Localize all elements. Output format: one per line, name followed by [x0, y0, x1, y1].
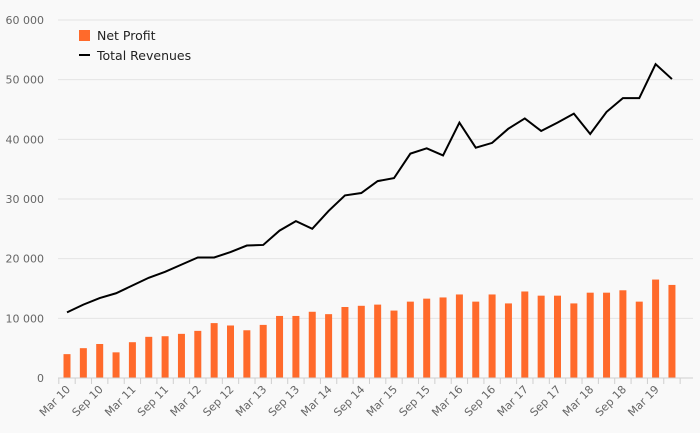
net-profit-bar	[308, 311, 316, 378]
net-profit-bar	[504, 303, 512, 378]
net-profit-bar	[276, 315, 284, 378]
net-profit-bar	[406, 301, 414, 378]
net-profit-bar	[79, 348, 87, 378]
x-tick-label: Mar 10	[37, 383, 73, 419]
x-tick-label: Sep 13	[266, 383, 302, 419]
net-profit-bar	[439, 297, 447, 378]
net-profit-bar	[177, 333, 185, 378]
net-profit-bar	[603, 292, 611, 378]
y-tick-label: 40 000	[6, 133, 45, 146]
x-tick-label: Mar 12	[168, 383, 204, 419]
net-profit-bar	[455, 294, 463, 378]
y-tick-label: 10 000	[6, 312, 45, 325]
net-profit-bar	[472, 301, 480, 378]
y-tick-label: 50 000	[6, 74, 45, 87]
net-profit-bar	[96, 343, 104, 378]
x-tick-label: Mar 15	[364, 383, 400, 419]
net-profit-bar	[488, 294, 496, 378]
total-revenues-line	[66, 62, 673, 314]
x-tick-label: Sep 14	[331, 383, 367, 419]
net-profit-bar	[112, 352, 120, 378]
x-tick-label: Sep 15	[397, 383, 433, 419]
x-tick-label: Sep 12	[200, 383, 236, 419]
net-profit-bar	[390, 310, 398, 378]
x-tick-label: Mar 19	[625, 383, 661, 419]
x-tick-label: Sep 11	[135, 383, 171, 419]
net-profit-bar	[570, 303, 578, 378]
x-tick-label: Sep 16	[462, 383, 498, 419]
net-profit-bar	[668, 284, 676, 378]
legend-label-total-revenues: Total Revenues	[96, 48, 191, 63]
net-profit-bar	[194, 330, 202, 378]
x-tick-label: Mar 11	[102, 383, 138, 419]
net-profit-bar	[210, 323, 218, 378]
net-profit-bar	[586, 292, 594, 378]
gridlines	[58, 19, 693, 319]
net-profit-bar	[635, 301, 643, 378]
legend: Net Profit Total Revenues	[79, 28, 191, 63]
net-profit-bar	[652, 279, 660, 378]
net-profit-bar	[357, 305, 365, 378]
net-profit-bar	[374, 304, 382, 378]
net-profit-bars	[63, 279, 676, 378]
x-tick-label: Mar 17	[495, 383, 531, 419]
net-profit-bar	[423, 298, 431, 378]
y-tick-label: 0	[37, 372, 44, 385]
x-tick-label: Mar 13	[233, 383, 269, 419]
net-profit-bar	[341, 306, 349, 378]
net-profit-bar	[325, 314, 333, 378]
legend-swatch-net-profit	[79, 30, 90, 41]
x-tick-label: Mar 18	[560, 383, 596, 419]
y-tick-label: 20 000	[6, 253, 45, 266]
net-profit-bar	[619, 290, 627, 378]
x-tick-label: Mar 14	[298, 383, 334, 419]
y-tick-label: 60 000	[6, 14, 45, 27]
net-profit-bar	[63, 354, 71, 378]
net-profit-bar	[227, 325, 234, 378]
net-profit-bar	[554, 295, 561, 378]
net-profit-bar	[292, 315, 300, 378]
net-profit-bar	[537, 295, 545, 378]
net-profit-bar	[521, 291, 529, 378]
net-profit-bar	[145, 336, 153, 378]
net-profit-bar	[243, 330, 251, 378]
x-tick-label: Mar 16	[429, 383, 465, 419]
y-tick-label: 30 000	[6, 193, 45, 206]
net-profit-bar	[128, 342, 136, 378]
net-profit-bar	[259, 324, 267, 378]
x-tick-label: Sep 17	[527, 383, 563, 419]
x-tick-label: Sep 18	[593, 383, 629, 419]
x-tick-label: Sep 10	[70, 383, 106, 419]
total-revenues-line-layer	[66, 62, 673, 314]
legend-label-net-profit: Net Profit	[97, 28, 156, 43]
net-profit-bar	[161, 336, 169, 378]
